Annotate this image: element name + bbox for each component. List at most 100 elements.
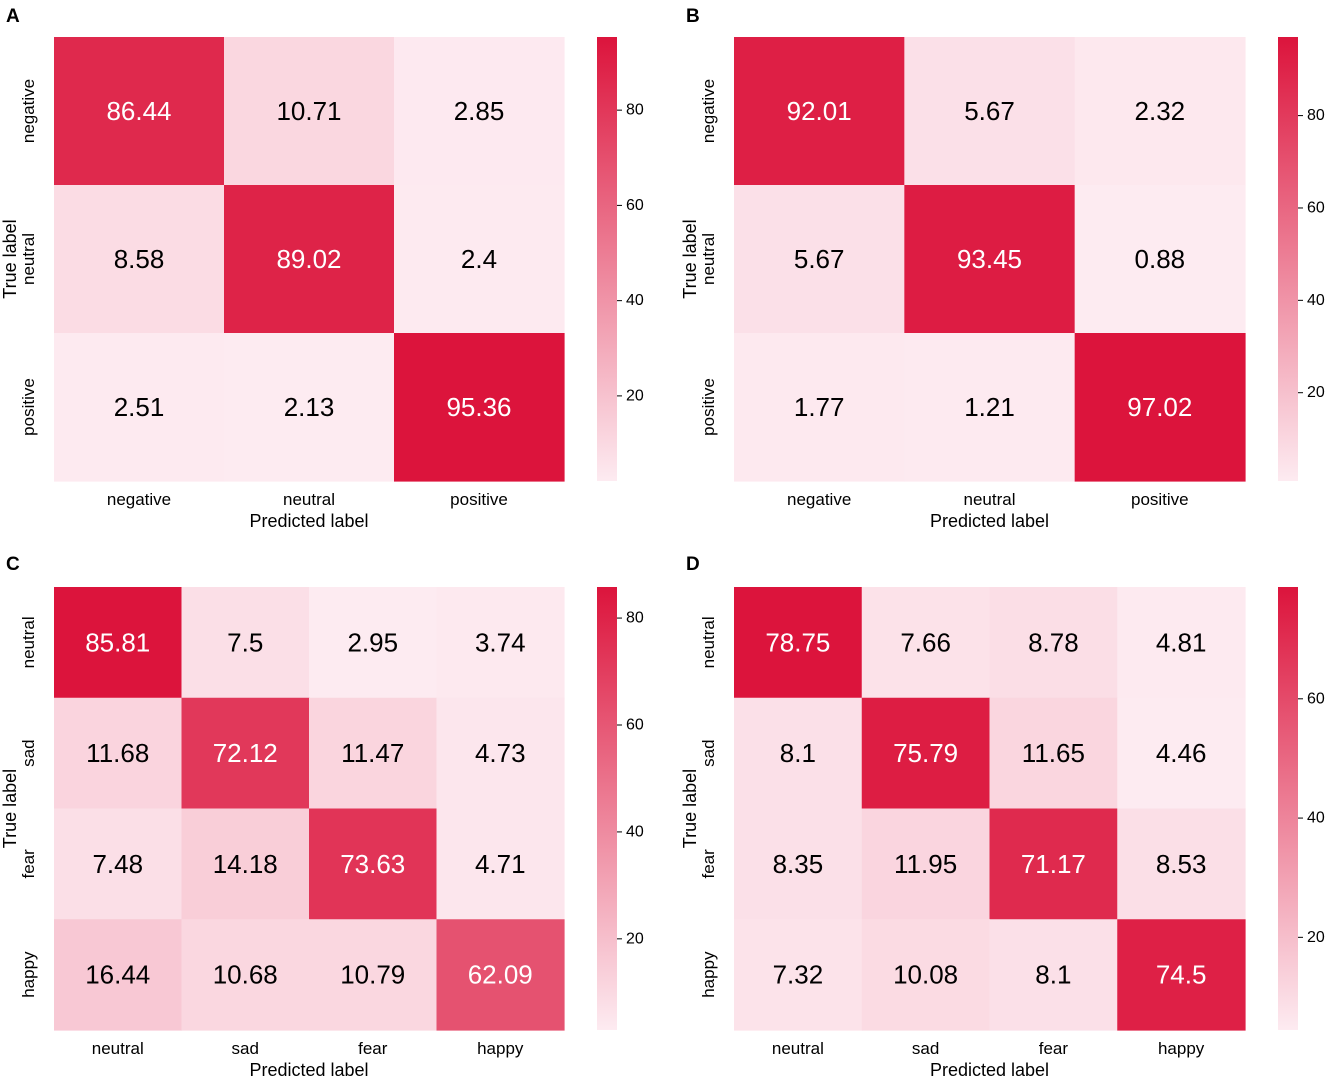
colorbar-tick-label: 20 xyxy=(1307,384,1325,401)
cell-value-label: 7.66 xyxy=(900,627,951,657)
colorbar-tick-label: 80 xyxy=(626,610,644,627)
heatmap-cell xyxy=(309,919,438,1031)
heatmap-cell xyxy=(436,808,565,920)
heatmap-cell xyxy=(181,808,310,920)
y-tick-label: positive xyxy=(19,378,38,436)
cell-value-label: 62.09 xyxy=(468,960,533,990)
colorbar-tick-label: 80 xyxy=(1307,107,1325,124)
panel-label: B xyxy=(686,6,700,27)
heatmap-cell xyxy=(904,37,1076,186)
x-tick-label: neutral xyxy=(772,1039,824,1058)
cell-value-label: 14.18 xyxy=(213,849,278,879)
heatmap-cell xyxy=(224,185,395,334)
colorbar xyxy=(597,37,617,481)
cell-value-label: 1.77 xyxy=(794,392,845,422)
colorbar xyxy=(597,587,617,1030)
y-axis-label: True label xyxy=(0,219,20,298)
cell-value-label: 2.4 xyxy=(461,244,497,274)
panel-label: A xyxy=(6,6,20,27)
colorbar-tick-label: 60 xyxy=(626,716,644,733)
cell-value-label: 89.02 xyxy=(276,244,341,274)
heatmap-cell xyxy=(734,919,863,1031)
y-tick-label: neutral xyxy=(19,233,38,285)
heatmap-cell xyxy=(181,919,310,1031)
heatmap-cell xyxy=(1074,185,1246,334)
x-tick-label: happy xyxy=(477,1039,524,1058)
heatmap-cell xyxy=(54,697,183,810)
cell-value-label: 11.68 xyxy=(86,738,149,768)
cell-value-label: 8.1 xyxy=(780,738,816,768)
y-tick-label: sad xyxy=(19,739,38,766)
heatmap-cell xyxy=(181,697,310,810)
panel-c: C 85.81 7.5 2.95 3.74 11.68 72.12 11.47 4.73 7.48… xyxy=(0,554,644,1080)
cell-value-label: 5.67 xyxy=(964,96,1015,126)
heatmap-cell xyxy=(1117,808,1246,920)
cell-value-label: 8.78 xyxy=(1028,627,1079,657)
heatmap-cell xyxy=(734,587,863,699)
cell-value-label: 10.79 xyxy=(340,960,405,990)
cell-value-label: 8.35 xyxy=(773,849,824,879)
heatmap-cell xyxy=(224,37,395,186)
heatmap-cell xyxy=(989,587,1118,699)
heatmap-cell xyxy=(904,185,1076,334)
cell-value-label: 92.01 xyxy=(787,96,852,126)
heatmap-cell xyxy=(54,919,183,1031)
heatmap-cell xyxy=(436,697,565,810)
heatmap-cell xyxy=(394,333,565,482)
y-tick-label: positive xyxy=(699,378,718,436)
heatmap-cell xyxy=(861,808,991,920)
y-tick-label: happy xyxy=(699,951,718,998)
cell-value-label: 71.17 xyxy=(1021,849,1086,879)
cell-value-label: 4.46 xyxy=(1156,738,1207,768)
heatmap-cell xyxy=(861,697,991,810)
cell-value-label: 3.74 xyxy=(475,627,526,657)
cell-value-label: 8.53 xyxy=(1156,849,1207,879)
cell-value-label: 73.63 xyxy=(340,849,405,879)
heatmap-cell xyxy=(181,587,310,699)
heatmap-cell xyxy=(54,333,225,482)
colorbar-tick-label: 60 xyxy=(1307,199,1325,216)
cell-value-label: 2.51 xyxy=(114,392,165,422)
heatmap-cell xyxy=(309,587,438,699)
cell-value-label: 16.44 xyxy=(85,960,150,990)
x-tick-label: neutral xyxy=(92,1039,144,1058)
cell-value-label: 10.08 xyxy=(893,960,958,990)
cell-value-label: 72.12 xyxy=(213,738,278,768)
cell-value-label: 11.65 xyxy=(1022,738,1085,768)
x-tick-label: fear xyxy=(1039,1039,1069,1058)
x-tick-label: negative xyxy=(107,490,171,509)
panel-a: A 86.44 10.71 2.85 8.58 89.02 2.4 2.51 2.13 95.36… xyxy=(0,6,644,531)
x-tick-label: sad xyxy=(232,1039,259,1058)
cell-value-label: 2.13 xyxy=(284,392,335,422)
heatmap-cell xyxy=(861,919,991,1031)
y-axis-label: True label xyxy=(0,769,20,848)
cell-value-label: 5.67 xyxy=(794,244,845,274)
panel-label: C xyxy=(6,554,20,575)
x-tick-label: fear xyxy=(358,1039,388,1058)
heatmap-cell xyxy=(436,587,565,699)
panel-label: D xyxy=(686,554,700,575)
heatmap-cell xyxy=(989,919,1118,1031)
heatmap-cell xyxy=(224,333,395,482)
panel-d: D 78.75 7.66 8.78 4.81 8.1 75.79 11.65 4.46 8.35 1… xyxy=(680,554,1325,1080)
heatmap-cell xyxy=(1117,919,1246,1031)
x-axis-label: Predicted label xyxy=(249,511,368,531)
cell-value-label: 86.44 xyxy=(106,96,171,126)
heatmap-cell xyxy=(394,185,565,334)
cell-value-label: 10.68 xyxy=(213,960,278,990)
cell-value-label: 4.73 xyxy=(475,738,526,768)
heatmap-cell xyxy=(734,697,863,810)
x-tick-label: sad xyxy=(912,1039,939,1058)
colorbar-tick-label: 40 xyxy=(1307,810,1325,827)
y-tick-label: happy xyxy=(19,951,38,998)
y-axis-label: True label xyxy=(680,219,700,298)
cell-value-label: 93.45 xyxy=(957,244,1022,274)
heatmap-cell xyxy=(989,808,1118,920)
cell-value-label: 7.5 xyxy=(227,627,263,657)
cell-value-label: 8.1 xyxy=(1035,960,1071,990)
cell-value-label: 78.75 xyxy=(765,627,830,657)
colorbar-tick-label: 40 xyxy=(626,823,644,840)
cell-value-label: 7.48 xyxy=(92,849,143,879)
y-axis-label: True label xyxy=(680,769,700,848)
